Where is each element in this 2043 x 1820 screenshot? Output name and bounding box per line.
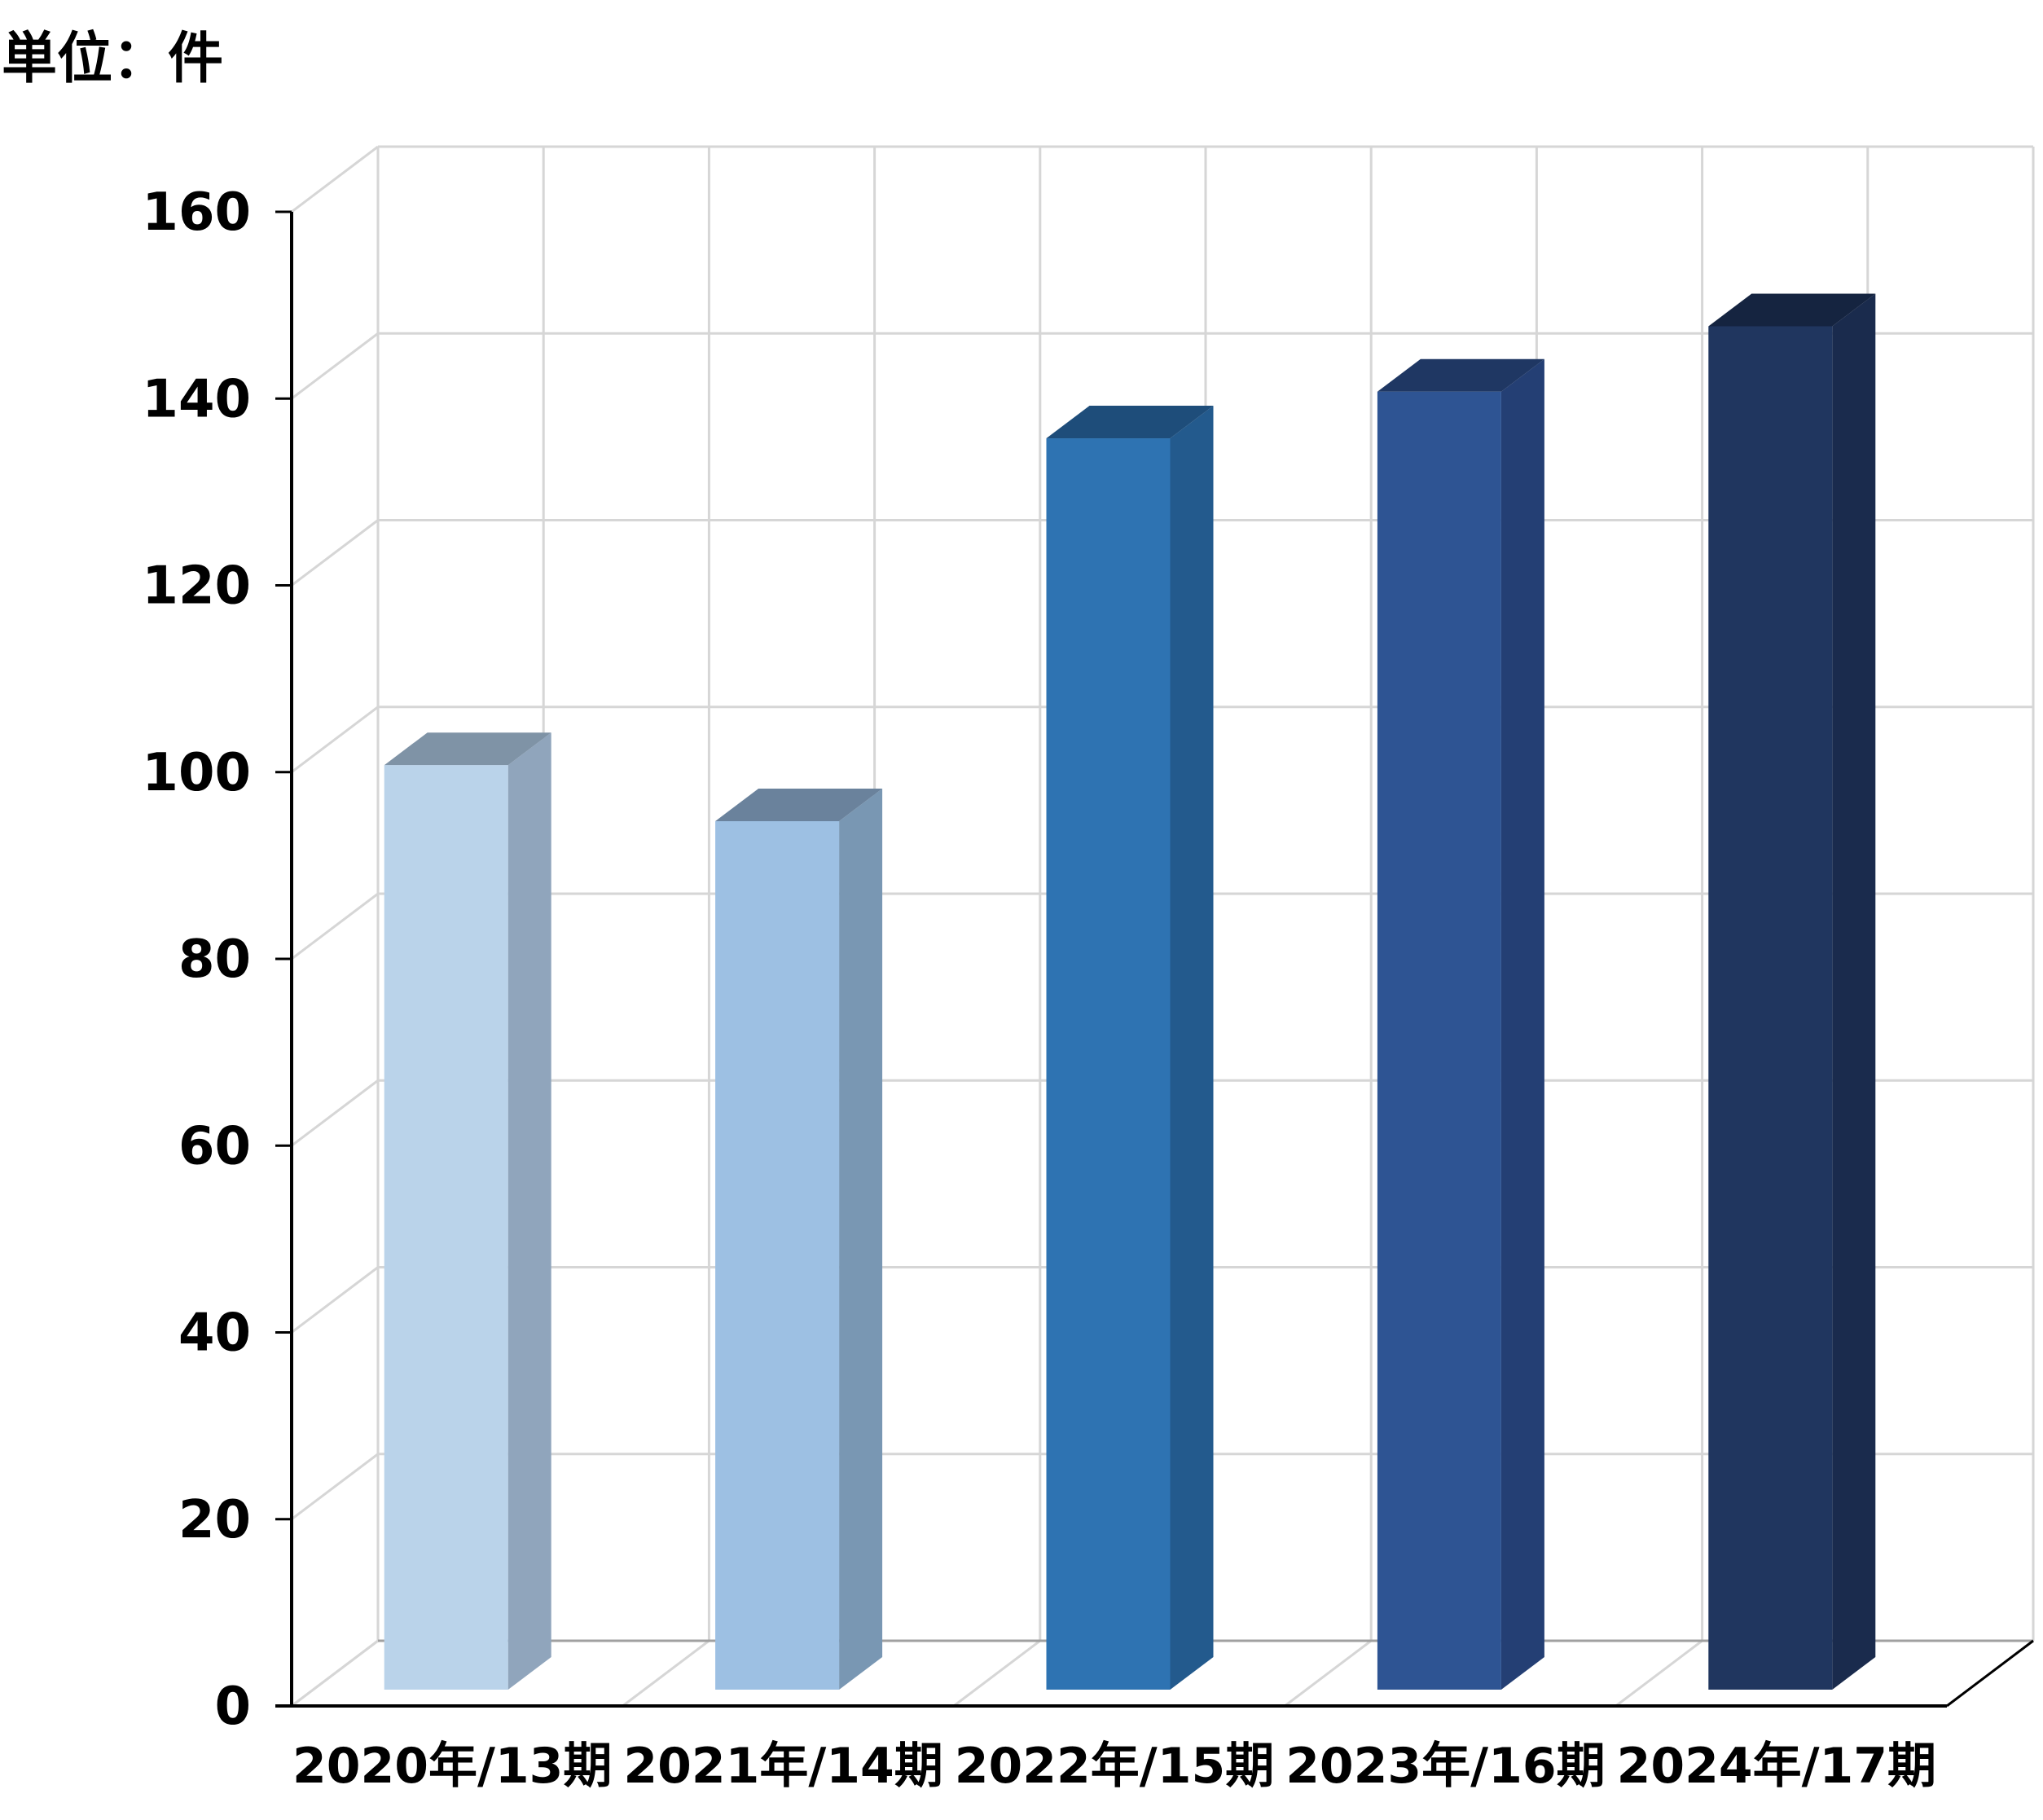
unit-label: 単位：件 — [2, 27, 223, 91]
y-tick-label: 120 — [142, 556, 251, 617]
gridline-side — [291, 145, 379, 213]
y-tick-label: 60 — [178, 1116, 251, 1176]
gridline-floor — [1615, 1639, 1703, 1708]
x-tick-label: 2021年/14期 — [623, 1738, 942, 1795]
bar-top — [384, 732, 551, 766]
gridline-floor — [291, 1639, 379, 1708]
bar-front — [384, 765, 508, 1690]
bar-front — [1708, 326, 1833, 1690]
gridline-side — [291, 892, 379, 961]
y-tick-label: 40 — [178, 1303, 251, 1364]
y-tick-label: 0 — [214, 1677, 251, 1737]
bar — [1708, 293, 1876, 1690]
bar — [715, 788, 883, 1690]
bar — [1377, 358, 1544, 1690]
bar-front — [1377, 391, 1501, 1690]
gridline-side — [291, 519, 379, 587]
gridline-side — [291, 1453, 379, 1520]
x-tick-label: 2023年/16期 — [1285, 1738, 1605, 1795]
bar-side — [1170, 406, 1214, 1690]
bar-side — [507, 732, 551, 1690]
gridline-side — [291, 706, 379, 773]
bar-top — [715, 788, 883, 821]
bar-top — [1046, 406, 1214, 439]
bar — [384, 732, 551, 1690]
y-tick-label: 100 — [142, 743, 251, 803]
floor-right-edge — [1946, 1639, 2034, 1708]
chart-bars — [384, 293, 1876, 1690]
bar-top — [1708, 293, 1876, 327]
gridline-floor — [622, 1639, 710, 1708]
x-tick-label: 2022年/15期 — [955, 1738, 1274, 1795]
y-tick-label: 140 — [142, 369, 251, 429]
gridline-side — [291, 1079, 379, 1147]
x-axis-tick-labels: 2020年/13期 2021年/14期 2022年/15期 2023年/16期 2024… — [292, 1738, 1936, 1795]
gridline-side — [291, 1266, 379, 1334]
bar-side — [839, 788, 883, 1690]
bar-front — [1046, 438, 1171, 1690]
bar-side — [1500, 358, 1544, 1690]
bar-side — [1832, 293, 1876, 1690]
x-tick-label: 2020年/13期 — [292, 1738, 612, 1795]
gridline-floor — [952, 1639, 1041, 1708]
y-tick-label: 80 — [178, 930, 251, 990]
y-axis-tick-labels: 0 20 40 60 80 100 120 140 160 — [142, 182, 251, 1737]
gridline-side — [291, 332, 379, 400]
y-tick-label: 160 — [142, 182, 251, 243]
bar-front — [715, 820, 840, 1690]
chart-axes — [275, 210, 2034, 1708]
bar-top — [1377, 358, 1544, 392]
x-tick-label: 2024年/17期 — [1617, 1738, 1936, 1795]
bar — [1046, 406, 1214, 1690]
gridline-floor — [1284, 1639, 1373, 1708]
y-tick-label: 20 — [178, 1490, 251, 1550]
